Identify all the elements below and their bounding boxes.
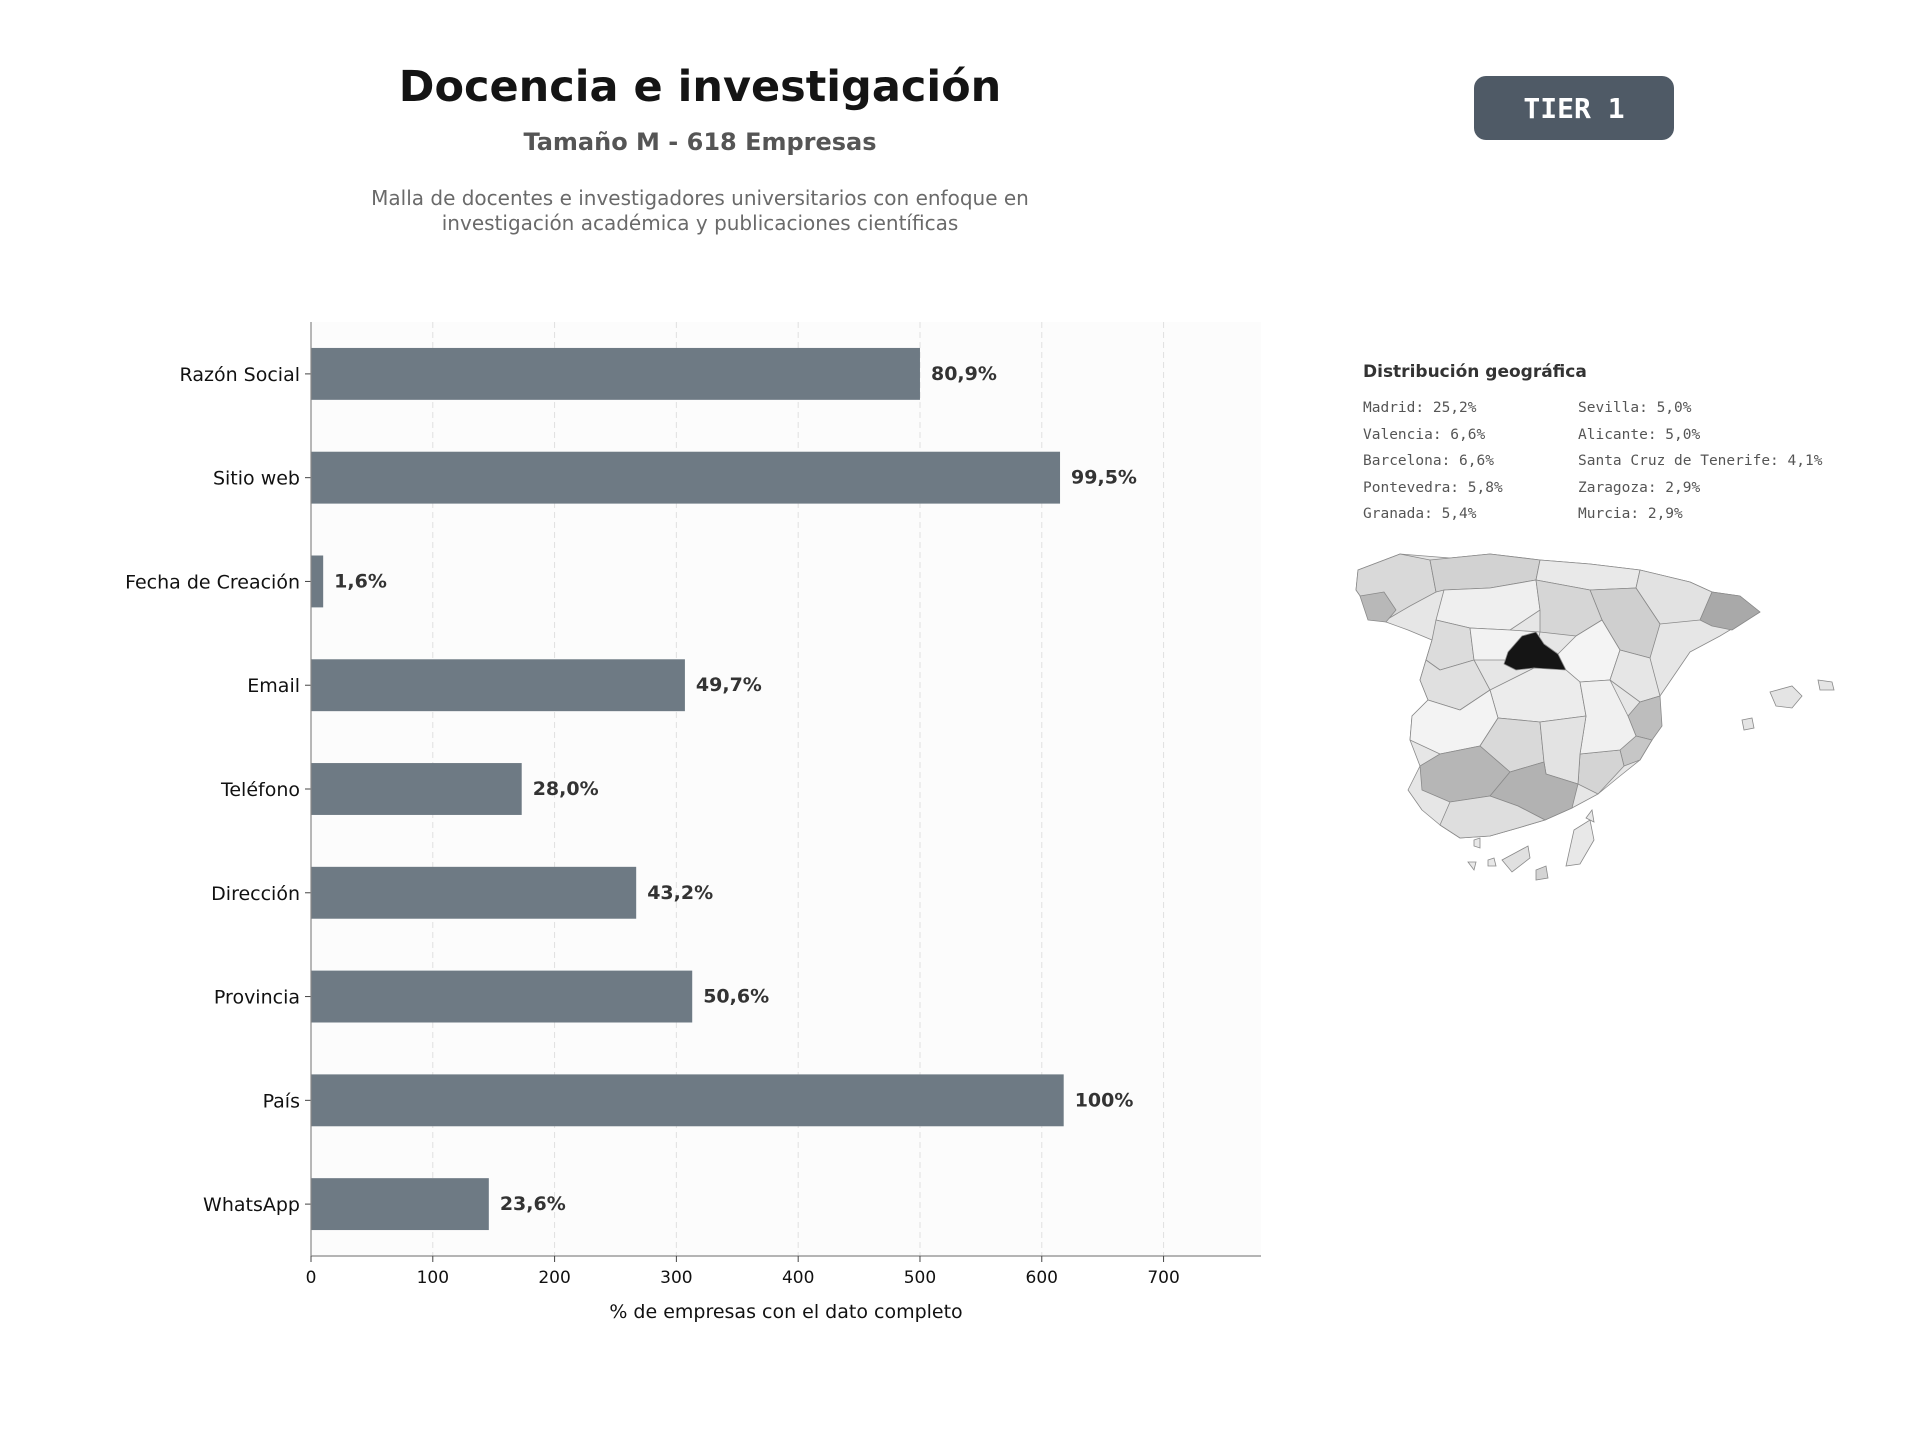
geo-item: Murcia: 2,9% xyxy=(1578,506,1683,522)
geo-distribution-title: Distribución geográfica xyxy=(1363,362,1587,382)
description-line-2: investigación académica y publicaciones … xyxy=(441,211,959,235)
description-line-1: Malla de docentes e investigadores unive… xyxy=(371,186,1029,210)
data-label: 80,9% xyxy=(931,363,997,385)
data-label: 50,6% xyxy=(703,986,769,1008)
y-tick-label: Sitio web xyxy=(213,468,300,490)
map-province-barcelona xyxy=(1699,591,1761,631)
data-label: 43,2% xyxy=(647,882,713,904)
map-island xyxy=(1585,809,1595,823)
geo-item: Pontevedra: 5,8% xyxy=(1363,479,1503,496)
y-tick-label: Fecha de Creación xyxy=(125,571,300,593)
map-island xyxy=(1473,837,1481,849)
bar xyxy=(311,866,637,919)
geo-item: Granada: 5,4% xyxy=(1363,506,1477,522)
page-description: Malla de docentes e investigadores unive… xyxy=(300,186,1100,236)
map-province-murcia xyxy=(1577,749,1625,795)
map-island xyxy=(1467,861,1477,871)
bar xyxy=(311,1074,1064,1127)
bar xyxy=(311,1178,489,1231)
bar xyxy=(311,347,920,400)
spain-province-map xyxy=(1355,553,1835,881)
geo-item: Zaragoza: 2,9% xyxy=(1578,479,1701,496)
y-tick-label: WhatsApp xyxy=(203,1194,300,1216)
data-label: 1,6% xyxy=(334,570,387,592)
data-label: 99,5% xyxy=(1071,467,1137,489)
x-tick-label: 600 xyxy=(1026,1268,1058,1288)
geo-item: Santa Cruz de Tenerife: 4,1% xyxy=(1578,453,1823,469)
bar-chart: Razón Social 80,9% Sitio web 99,5% Fecha de … xyxy=(125,322,1261,1323)
x-tick-label: 0 xyxy=(306,1268,317,1288)
y-tick-label: Provincia xyxy=(214,987,300,1009)
bar xyxy=(311,763,522,815)
x-tick-label: 500 xyxy=(904,1268,936,1288)
x-tick-label: 200 xyxy=(538,1268,570,1288)
data-label: 23,6% xyxy=(500,1193,566,1215)
y-tick-label: Teléfono xyxy=(220,779,300,801)
map-province xyxy=(1439,795,1546,839)
y-tick-label: Email xyxy=(247,675,300,697)
map-island-tenerife xyxy=(1501,845,1531,873)
data-label: 100% xyxy=(1075,1089,1134,1111)
map-island xyxy=(1817,679,1835,691)
map-island xyxy=(1535,865,1549,881)
y-tick-label: Dirección xyxy=(211,883,300,905)
page-title: Docencia e investigación xyxy=(398,62,1002,112)
y-tick-label: Razón Social xyxy=(180,364,300,386)
data-label: 28,0% xyxy=(533,778,599,800)
data-label: 49,7% xyxy=(696,674,762,696)
x-tick-label: 700 xyxy=(1147,1268,1179,1288)
map-island xyxy=(1769,685,1803,709)
geo-item: Sevilla: 5,0% xyxy=(1578,400,1692,416)
geo-item: Barcelona: 6,6% xyxy=(1363,453,1494,469)
bar xyxy=(311,555,324,608)
x-axis-label: % de empresas con el dato completo xyxy=(609,1301,962,1323)
geo-item: Alicante: 5,0% xyxy=(1578,426,1701,443)
page-subtitle: Tamaño M - 618 Empresas xyxy=(523,128,877,156)
x-tick-label: 100 xyxy=(417,1268,449,1288)
bar xyxy=(311,659,685,712)
bar xyxy=(311,970,693,1023)
map-island xyxy=(1565,819,1595,867)
x-tick-label: 400 xyxy=(782,1268,814,1288)
x-tick-label: 300 xyxy=(660,1268,692,1288)
y-tick-label: País xyxy=(263,1090,300,1112)
tier-badge: TIER 1 xyxy=(1474,76,1674,140)
geo-item: Madrid: 25,2% xyxy=(1363,400,1477,416)
map-province-pontevedra xyxy=(1359,591,1397,623)
geo-item: Valencia: 6,6% xyxy=(1363,426,1486,443)
map-island xyxy=(1487,857,1497,867)
bar xyxy=(311,451,1061,504)
map-island xyxy=(1741,717,1755,731)
